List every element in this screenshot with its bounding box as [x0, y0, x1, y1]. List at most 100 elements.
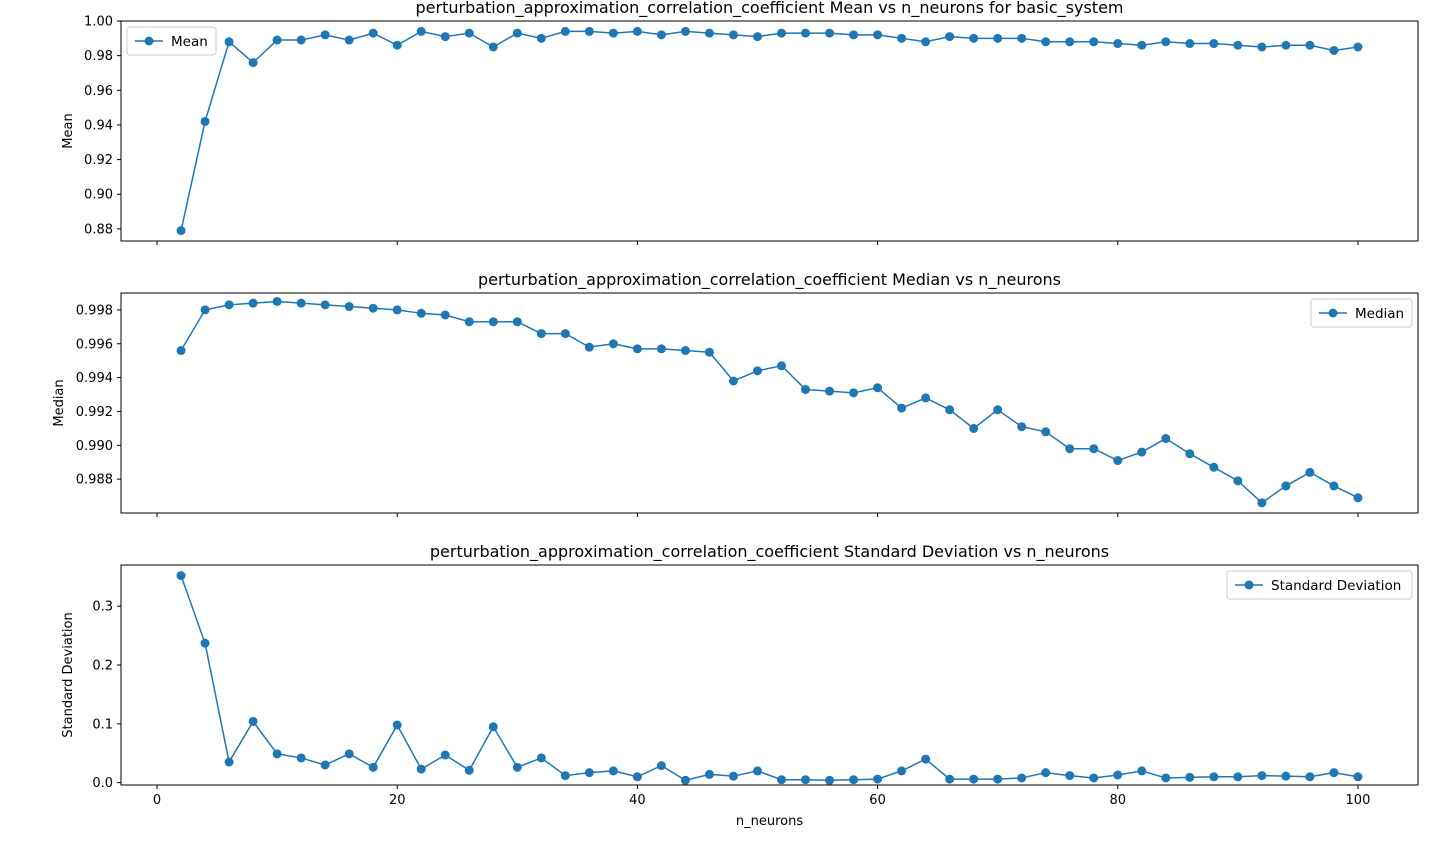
data-point	[272, 296, 282, 306]
data-point	[224, 37, 234, 47]
data-point	[969, 423, 979, 433]
y-tick-label: 0.992	[76, 405, 113, 420]
data-point	[368, 28, 378, 38]
data-point	[1233, 476, 1243, 486]
data-point	[536, 753, 546, 763]
data-point	[1281, 771, 1291, 781]
data-point	[921, 393, 931, 403]
x-tick-label: 20	[389, 793, 406, 808]
data-point	[416, 764, 426, 774]
data-point	[1017, 422, 1027, 432]
data-point	[440, 310, 450, 320]
data-point	[1305, 40, 1315, 50]
y-tick-label: 0.998	[76, 303, 113, 318]
data-point	[1329, 481, 1339, 491]
data-point	[1209, 462, 1219, 472]
data-point	[488, 722, 498, 732]
data-point	[704, 769, 714, 779]
data-point	[344, 749, 354, 759]
data-point	[632, 26, 642, 36]
data-point	[560, 26, 570, 36]
data-point	[656, 30, 666, 40]
data-point	[1185, 772, 1195, 782]
y-tick-label: 0.2	[92, 659, 113, 674]
data-point	[993, 774, 1003, 784]
data-point	[584, 342, 594, 352]
data-point	[825, 775, 835, 785]
y-tick-label: 1.00	[84, 15, 113, 30]
series-line-mean	[180, 30, 1359, 231]
subplot-title: perturbation_approximation_correlation_c…	[478, 270, 1061, 290]
axes-frame	[120, 564, 1419, 786]
data-point	[680, 775, 690, 785]
data-point	[200, 638, 210, 648]
data-point	[200, 116, 210, 126]
x-tick-label: 100	[1346, 793, 1371, 808]
data-point	[897, 766, 907, 776]
data-point	[801, 775, 811, 785]
data-point	[560, 329, 570, 339]
data-point	[1185, 39, 1195, 49]
data-point	[1065, 444, 1075, 454]
x-tick-label: 80	[1109, 793, 1126, 808]
legend-box	[1226, 570, 1413, 600]
data-point	[1209, 772, 1219, 782]
data-point	[1065, 771, 1075, 781]
series-line-standard-deviation	[180, 575, 1359, 782]
y-tick-label: 0.996	[76, 337, 113, 352]
data-point	[272, 35, 282, 45]
data-point	[1209, 39, 1219, 49]
data-point	[392, 305, 402, 315]
data-point	[921, 37, 931, 47]
data-point	[1281, 481, 1291, 491]
data-point	[632, 344, 642, 354]
data-point	[344, 35, 354, 45]
subplot-title: perturbation_approximation_correlation_c…	[416, 0, 1124, 18]
y-tick-label: 0.90	[84, 188, 113, 203]
data-point	[656, 761, 666, 771]
y-tick-label: 0.88	[84, 222, 113, 237]
subplot-title: perturbation_approximation_correlation_c…	[430, 542, 1109, 562]
data-point	[392, 40, 402, 50]
data-point	[1233, 40, 1243, 50]
data-point	[488, 42, 498, 52]
data-point	[1305, 467, 1315, 477]
data-point	[1041, 37, 1051, 47]
data-point	[1041, 768, 1051, 778]
data-point	[176, 346, 186, 356]
y-tick-label: 0.990	[76, 439, 113, 454]
data-point	[728, 771, 738, 781]
y-tick-label: 0.3	[92, 600, 113, 615]
data-point	[873, 774, 883, 784]
data-point	[921, 754, 931, 764]
data-point	[272, 749, 282, 759]
axes-frame	[120, 20, 1419, 242]
data-point	[1089, 444, 1099, 454]
y-axis-label: Mean	[61, 113, 76, 148]
data-point	[1017, 33, 1027, 43]
data-point	[777, 775, 787, 785]
data-point	[368, 762, 378, 772]
data-point	[320, 300, 330, 310]
data-point	[344, 302, 354, 312]
y-tick-label: 0.1	[92, 717, 113, 732]
y-tick-label: 0.988	[76, 473, 113, 488]
data-point	[488, 317, 498, 327]
data-point	[1137, 766, 1147, 776]
data-point	[777, 28, 787, 38]
data-point	[296, 753, 306, 763]
series-line-median	[180, 300, 1359, 504]
data-point	[825, 386, 835, 396]
y-tick-label: 0.94	[84, 118, 113, 133]
data-point	[560, 771, 570, 781]
legend-point-marker	[1244, 580, 1254, 590]
data-point	[1161, 37, 1171, 47]
data-point	[632, 772, 642, 782]
x-tick-label: 60	[869, 793, 886, 808]
data-point	[248, 58, 258, 68]
data-point	[608, 766, 618, 776]
data-point	[512, 762, 522, 772]
data-point	[464, 28, 474, 38]
data-point	[945, 774, 955, 784]
